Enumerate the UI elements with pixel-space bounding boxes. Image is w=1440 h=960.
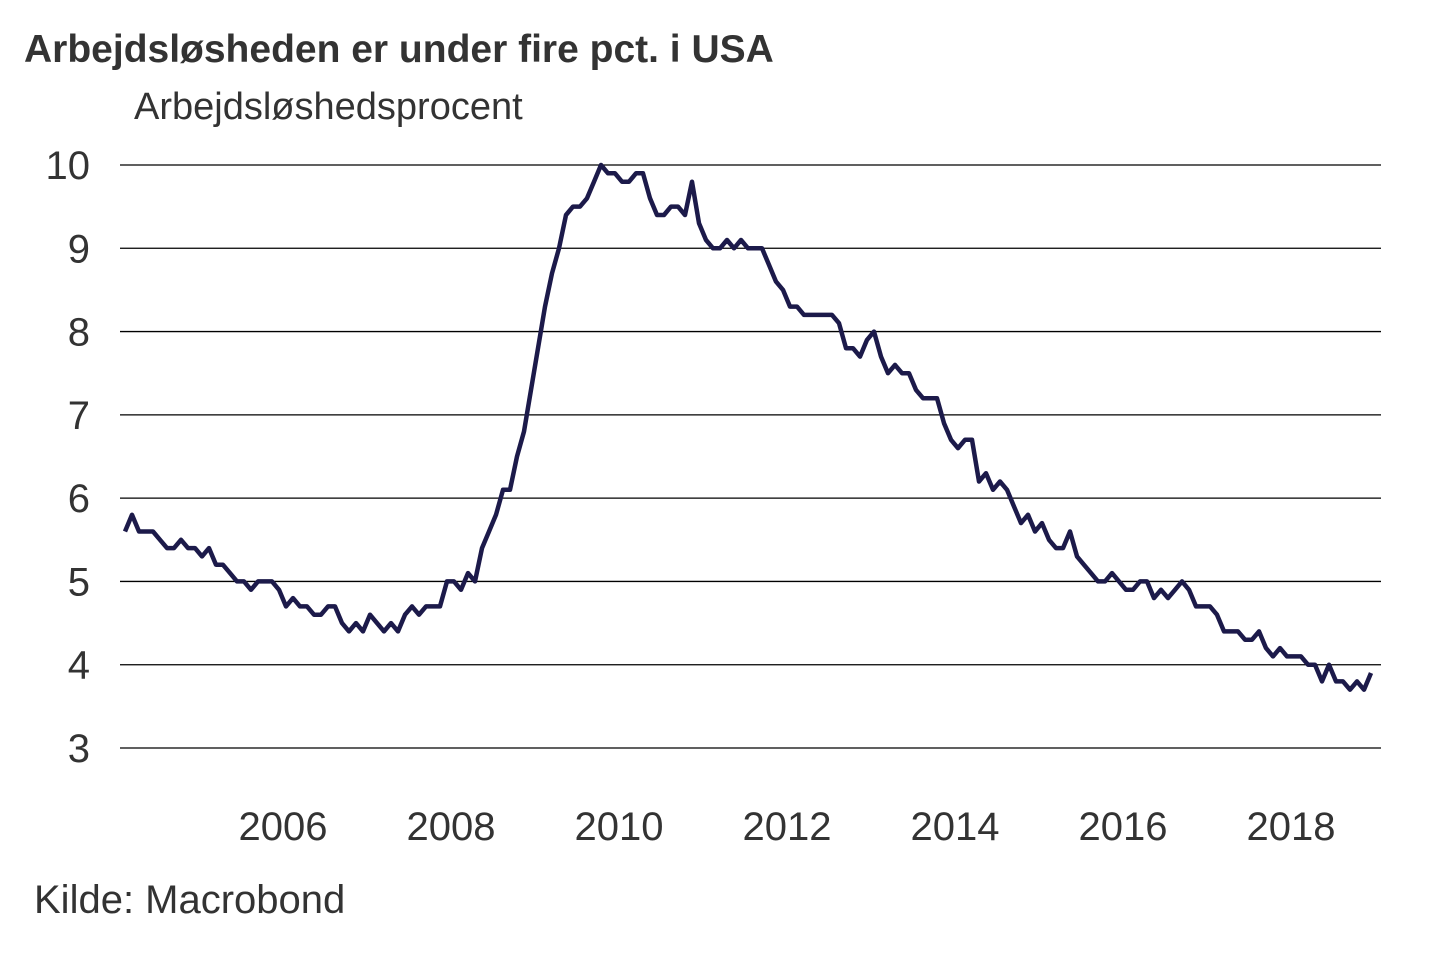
y-axis-label: Arbejdsløshedsprocent [134,86,523,128]
y-tick-label: 4 [68,644,90,688]
x-tick-label: 2008 [407,805,496,849]
chart-title: Arbejdsløsheden er under fire pct. i USA [24,28,774,71]
y-tick-label: 6 [68,477,90,521]
x-tick-label: 2012 [743,805,832,849]
x-tick-label: 2014 [911,805,1000,849]
x-tick-label: 2018 [1247,805,1336,849]
y-tick-label: 7 [68,394,90,438]
source-note: Kilde: Macrobond [34,878,346,922]
x-tick-label: 2006 [239,805,328,849]
y-tick-label: 8 [68,311,90,355]
y-tick-label: 9 [68,227,90,271]
unemployment-line [122,162,1374,692]
x-tick-label: 2016 [1079,805,1168,849]
y-tick-label: 10 [46,144,91,188]
y-tick-label: 3 [68,727,90,771]
y-tick-label: 5 [68,560,90,604]
x-tick-label: 2010 [575,805,664,849]
